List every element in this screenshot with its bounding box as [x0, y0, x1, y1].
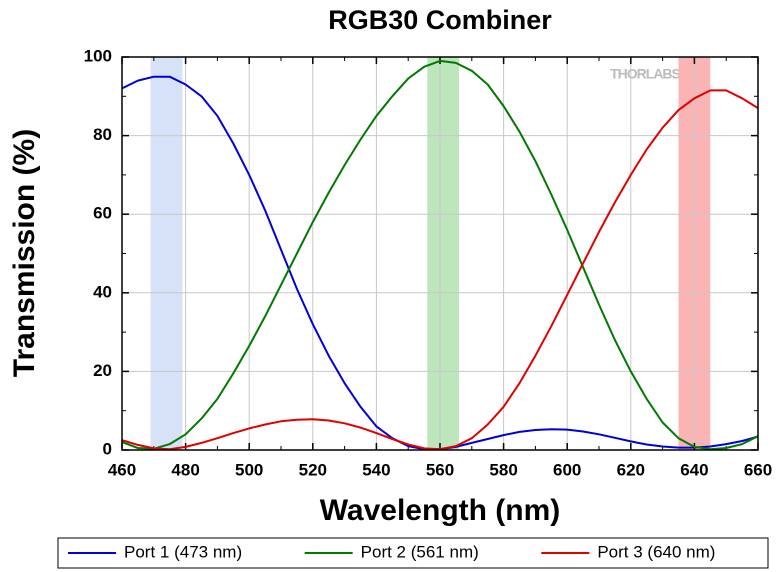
- x-tick-label: 640: [680, 460, 708, 479]
- x-tick-label: 660: [744, 460, 772, 479]
- chart-title: RGB30 Combiner: [328, 5, 552, 35]
- x-tick-label: 580: [489, 460, 517, 479]
- x-tick-label: 620: [617, 460, 645, 479]
- x-axis-label: Wavelength (nm): [320, 494, 561, 527]
- x-tick-label: 500: [235, 460, 263, 479]
- legend-label: Port 3 (640 nm): [597, 542, 715, 561]
- y-axis-label: Transmission (%): [8, 129, 41, 377]
- y-tick-label: 0: [103, 439, 112, 458]
- y-tick-label: 80: [93, 125, 112, 144]
- series-line: [121, 89, 759, 451]
- x-tick-label: 600: [553, 460, 581, 479]
- x-tick-label: 560: [426, 460, 454, 479]
- wavelength-band: [150, 57, 183, 450]
- wavelength-band: [427, 57, 460, 450]
- legend-label: Port 1 (473 nm): [124, 542, 242, 561]
- series-line: [121, 59, 759, 451]
- plot-frame: [121, 56, 759, 451]
- watermark: THORLABS: [610, 66, 680, 82]
- y-tick-label: 40: [93, 282, 112, 301]
- x-tick-label: 480: [171, 460, 199, 479]
- legend-box: [57, 537, 769, 569]
- y-tick-label: 100: [84, 46, 112, 65]
- y-tick-label: 20: [93, 361, 112, 380]
- y-tick-label: 60: [93, 204, 112, 223]
- x-tick-label: 540: [362, 460, 390, 479]
- x-tick-label: 520: [299, 460, 327, 479]
- x-tick-label: 460: [108, 460, 136, 479]
- legend-label: Port 2 (561 nm): [361, 542, 479, 561]
